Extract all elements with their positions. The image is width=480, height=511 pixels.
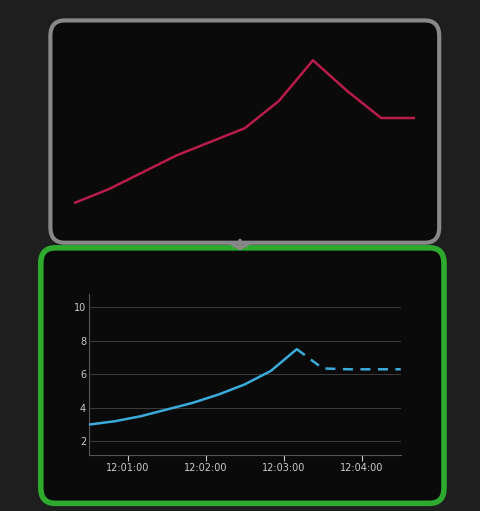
FancyBboxPatch shape <box>50 20 439 243</box>
FancyBboxPatch shape <box>41 248 444 503</box>
Polygon shape <box>230 227 250 240</box>
